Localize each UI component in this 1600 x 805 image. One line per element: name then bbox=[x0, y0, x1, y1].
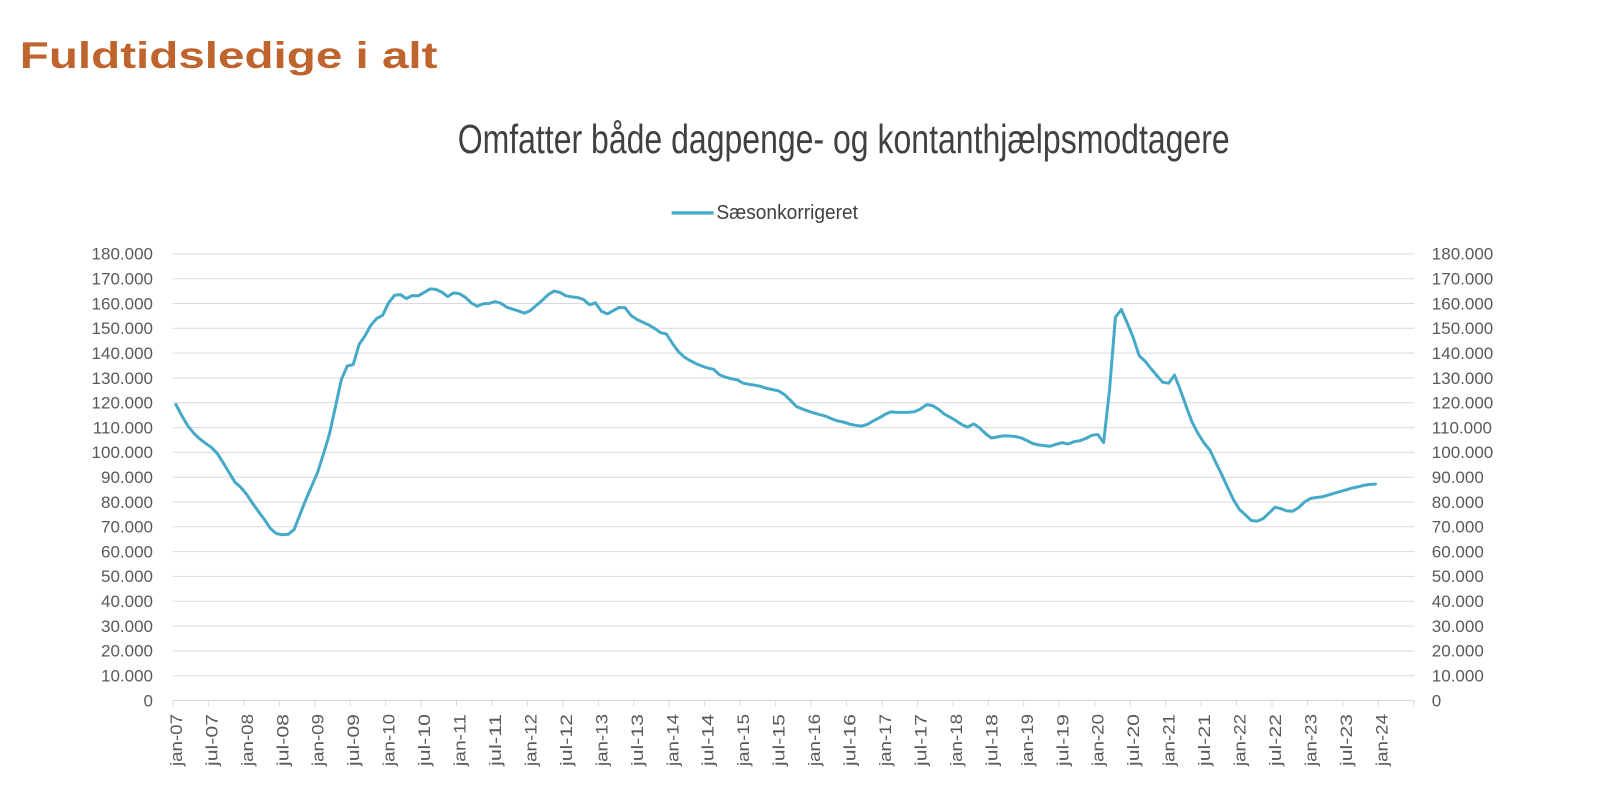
svg-text:jan-24: jan-24 bbox=[1372, 714, 1391, 767]
svg-text:70.000: 70.000 bbox=[101, 518, 153, 537]
svg-text:jan-07: jan-07 bbox=[167, 714, 186, 767]
svg-text:100.000: 100.000 bbox=[1432, 443, 1493, 462]
svg-text:120.000: 120.000 bbox=[1432, 394, 1493, 413]
svg-text:jul-12: jul-12 bbox=[557, 714, 576, 767]
svg-text:jan-14: jan-14 bbox=[663, 714, 682, 767]
svg-text:180.000: 180.000 bbox=[1432, 245, 1493, 264]
svg-text:jul-10: jul-10 bbox=[415, 714, 434, 767]
svg-text:Fuldtidsledige i alt: Fuldtidsledige i alt bbox=[20, 35, 438, 76]
svg-text:jul-22: jul-22 bbox=[1266, 714, 1285, 767]
svg-text:110.000: 110.000 bbox=[1432, 418, 1492, 437]
svg-text:jul-17: jul-17 bbox=[912, 714, 931, 767]
svg-text:jan-15: jan-15 bbox=[734, 714, 753, 767]
svg-text:170.000: 170.000 bbox=[92, 270, 153, 289]
svg-text:jan-23: jan-23 bbox=[1302, 714, 1321, 767]
svg-text:jul-20: jul-20 bbox=[1124, 714, 1143, 767]
svg-text:jan-13: jan-13 bbox=[592, 714, 611, 767]
svg-text:60.000: 60.000 bbox=[1432, 542, 1484, 561]
svg-text:30.000: 30.000 bbox=[101, 617, 153, 636]
svg-text:140.000: 140.000 bbox=[1432, 344, 1493, 363]
svg-text:10.000: 10.000 bbox=[1432, 667, 1484, 686]
svg-text:130.000: 130.000 bbox=[1432, 369, 1493, 388]
svg-text:Sæsonkorrigeret: Sæsonkorrigeret bbox=[716, 202, 858, 224]
svg-text:180.000: 180.000 bbox=[92, 245, 153, 264]
svg-text:jan-20: jan-20 bbox=[1089, 714, 1108, 767]
svg-text:20.000: 20.000 bbox=[1432, 642, 1484, 661]
svg-text:jan-16: jan-16 bbox=[805, 714, 824, 767]
svg-text:90.000: 90.000 bbox=[101, 468, 153, 487]
svg-text:140.000: 140.000 bbox=[92, 344, 153, 363]
svg-text:160.000: 160.000 bbox=[1432, 294, 1493, 313]
svg-text:jan-12: jan-12 bbox=[521, 714, 540, 767]
svg-text:120.000: 120.000 bbox=[92, 394, 153, 413]
svg-text:Omfatter både dagpenge- og kon: Omfatter både dagpenge- og kontanthjælps… bbox=[458, 116, 1230, 162]
svg-text:20.000: 20.000 bbox=[101, 642, 153, 661]
svg-text:jan-11: jan-11 bbox=[451, 714, 470, 767]
svg-text:130.000: 130.000 bbox=[92, 369, 153, 388]
svg-text:40.000: 40.000 bbox=[1432, 592, 1484, 611]
svg-text:jan-08: jan-08 bbox=[238, 714, 257, 767]
svg-text:jul-15: jul-15 bbox=[770, 714, 789, 767]
svg-text:110.000: 110.000 bbox=[93, 418, 153, 437]
svg-text:90.000: 90.000 bbox=[1432, 468, 1484, 487]
svg-text:50.000: 50.000 bbox=[1432, 567, 1484, 586]
svg-text:0: 0 bbox=[144, 691, 153, 710]
svg-text:jan-21: jan-21 bbox=[1160, 714, 1179, 767]
svg-text:10.000: 10.000 bbox=[101, 667, 153, 686]
svg-text:jul-18: jul-18 bbox=[982, 714, 1001, 767]
svg-text:150.000: 150.000 bbox=[1432, 319, 1493, 338]
svg-text:160.000: 160.000 bbox=[92, 294, 153, 313]
svg-text:70.000: 70.000 bbox=[1432, 518, 1484, 537]
svg-text:jul-13: jul-13 bbox=[628, 714, 647, 767]
svg-text:jul-21: jul-21 bbox=[1195, 714, 1214, 767]
svg-text:jan-19: jan-19 bbox=[1018, 714, 1037, 767]
svg-text:jan-22: jan-22 bbox=[1231, 714, 1250, 767]
svg-text:40.000: 40.000 bbox=[101, 592, 153, 611]
svg-text:150.000: 150.000 bbox=[92, 319, 153, 338]
svg-text:0: 0 bbox=[1432, 691, 1441, 710]
svg-text:jan-18: jan-18 bbox=[947, 714, 966, 767]
svg-text:jan-17: jan-17 bbox=[876, 714, 895, 767]
svg-text:50.000: 50.000 bbox=[101, 567, 153, 586]
svg-text:jul-14: jul-14 bbox=[699, 714, 718, 767]
svg-text:100.000: 100.000 bbox=[92, 443, 153, 462]
svg-text:jan-09: jan-09 bbox=[309, 714, 328, 767]
svg-text:jan-10: jan-10 bbox=[380, 714, 399, 767]
svg-text:jul-11: jul-11 bbox=[486, 714, 505, 767]
svg-text:60.000: 60.000 bbox=[101, 542, 153, 561]
svg-text:jul-08: jul-08 bbox=[273, 714, 292, 767]
svg-text:jul-23: jul-23 bbox=[1337, 714, 1356, 767]
svg-text:jul-16: jul-16 bbox=[841, 714, 860, 767]
svg-text:jul-19: jul-19 bbox=[1053, 714, 1072, 767]
svg-text:80.000: 80.000 bbox=[101, 493, 153, 512]
svg-text:jul-07: jul-07 bbox=[202, 714, 221, 767]
svg-text:30.000: 30.000 bbox=[1432, 617, 1484, 636]
svg-text:jul-09: jul-09 bbox=[344, 714, 363, 767]
svg-text:80.000: 80.000 bbox=[1432, 493, 1484, 512]
svg-text:170.000: 170.000 bbox=[1432, 270, 1493, 289]
